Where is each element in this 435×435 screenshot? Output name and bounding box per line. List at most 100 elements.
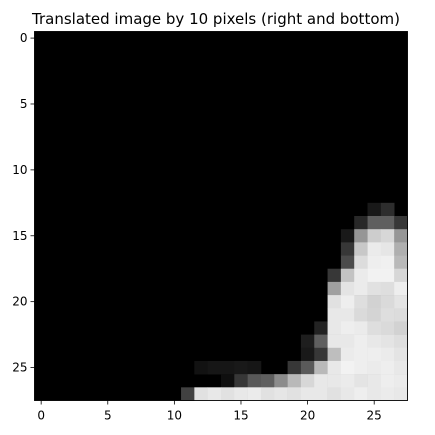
pixel-cell xyxy=(354,347,368,362)
pixel-cell xyxy=(380,374,395,388)
pixel-cell xyxy=(380,295,395,309)
pixel-cell xyxy=(234,360,248,375)
pixel-cell xyxy=(314,374,328,388)
y-axis: 0 5 10 15 20 25 xyxy=(12,31,35,375)
y-tick-label: 20 xyxy=(12,295,27,309)
x-tick-label: 20 xyxy=(300,409,315,423)
y-tick-label: 5 xyxy=(20,97,28,111)
pixel-cell xyxy=(327,308,342,322)
pixel-cell xyxy=(354,229,368,243)
pixel-cell xyxy=(354,321,368,335)
pixel-cell xyxy=(394,334,408,349)
pixel-cell xyxy=(314,347,328,362)
pixel-cell xyxy=(327,281,342,296)
pixel-cell xyxy=(354,281,368,296)
pixel-cell xyxy=(327,321,342,335)
pixel-cell xyxy=(247,360,262,375)
pixel-cell xyxy=(380,229,395,243)
y-tick-label: 0 xyxy=(20,31,28,45)
pixel-cell xyxy=(194,360,208,375)
pixel-cell xyxy=(367,255,382,270)
pixel-cell xyxy=(354,242,368,256)
pixel-cell xyxy=(354,295,368,309)
pixel-cell xyxy=(380,202,395,217)
pixel-cell xyxy=(287,360,302,375)
pixel-cell xyxy=(380,255,395,270)
pixel-cell xyxy=(327,387,342,401)
pixel-cell xyxy=(247,387,262,401)
pixel-cell xyxy=(327,295,342,309)
pixel-cell xyxy=(314,334,328,349)
pixel-cell xyxy=(340,268,355,283)
pixel-cell xyxy=(380,321,395,335)
pixel-cell xyxy=(340,321,355,335)
pixel-cell xyxy=(394,255,408,270)
pixel-cell xyxy=(340,242,355,256)
pixel-cell xyxy=(380,334,395,349)
pixel-cell xyxy=(354,334,368,349)
pixel-cell xyxy=(260,374,275,388)
pixel-cell xyxy=(394,387,408,401)
pixel-cell xyxy=(340,255,355,270)
pixel-cell xyxy=(247,374,262,388)
pixel-cell xyxy=(300,334,315,349)
pixel-cell xyxy=(380,347,395,362)
pixel-cell xyxy=(340,334,355,349)
pixel-cell xyxy=(367,242,382,256)
pixel-cell xyxy=(367,216,382,230)
pixel-cell xyxy=(380,242,395,256)
pixel-cell xyxy=(340,308,355,322)
pixel-cell xyxy=(380,387,395,401)
pixel-cell xyxy=(380,308,395,322)
x-tick-label: 15 xyxy=(233,409,248,423)
pixel-cell xyxy=(367,387,382,401)
x-axis: 0 5 10 15 20 25 xyxy=(37,400,382,423)
pixel-cell xyxy=(367,334,382,349)
pixel-cell xyxy=(394,321,408,335)
pixel-cell xyxy=(300,360,315,375)
pixel-cell xyxy=(327,334,342,349)
pixel-cell xyxy=(380,216,395,230)
x-tick-label: 10 xyxy=(167,409,182,423)
pixel-cell xyxy=(234,387,248,401)
pixel-cell xyxy=(194,387,208,401)
pixel-cell xyxy=(287,387,302,401)
pixel-cell xyxy=(327,268,342,283)
pixel-cell xyxy=(207,387,222,401)
pixel-cell xyxy=(367,202,382,217)
pixel-cell xyxy=(300,387,315,401)
pixel-cell xyxy=(327,374,342,388)
pixel-cell xyxy=(221,360,235,375)
x-tick-label: 0 xyxy=(37,409,45,423)
pixel-cell xyxy=(367,268,382,283)
pixel-cell xyxy=(340,360,355,375)
pixel-cell xyxy=(380,268,395,283)
pixel-cell xyxy=(340,347,355,362)
pixel-cell xyxy=(300,347,315,362)
pixel-cell xyxy=(367,295,382,309)
pixel-cell xyxy=(354,268,368,283)
pixel-cell xyxy=(394,308,408,322)
pixel-cell xyxy=(380,281,395,296)
pixel-cell xyxy=(394,347,408,362)
pixel-cell xyxy=(367,360,382,375)
pixel-cell xyxy=(394,242,408,256)
pixel-cell xyxy=(394,229,408,243)
pixel-cell xyxy=(367,321,382,335)
pixel-cell xyxy=(394,374,408,388)
pixel-cell xyxy=(394,268,408,283)
pixel-cell xyxy=(394,216,408,230)
pixel-cell xyxy=(327,360,342,375)
pixel-cell xyxy=(181,387,195,401)
pixel-cell xyxy=(367,229,382,243)
pixel-cell xyxy=(354,255,368,270)
pixel-cell xyxy=(367,308,382,322)
pixel-cell xyxy=(354,387,368,401)
x-tick-label: 25 xyxy=(367,409,382,423)
pixel-cell xyxy=(394,295,408,309)
pixel-cell xyxy=(314,387,328,401)
pixel-cell xyxy=(340,387,355,401)
chart-title: Translated image by 10 pixels (right and… xyxy=(31,10,400,28)
pixel-cell xyxy=(367,347,382,362)
